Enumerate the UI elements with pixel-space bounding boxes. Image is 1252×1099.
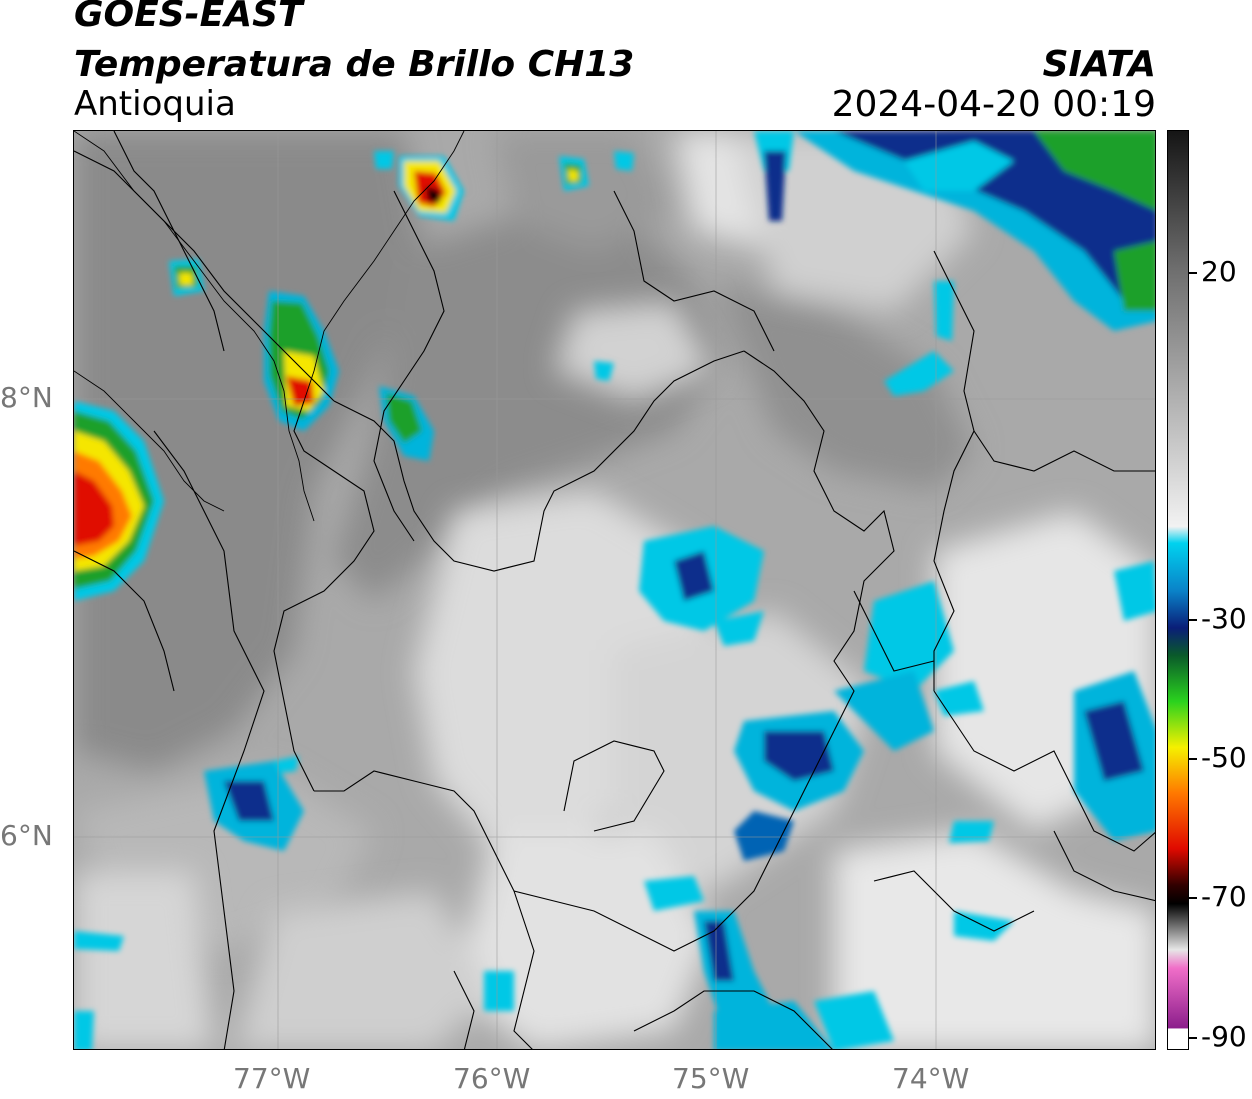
colorbar xyxy=(1167,130,1189,1050)
lon-label-76w: 76°W xyxy=(453,1062,531,1095)
colorbar-label-20: 20 xyxy=(1201,255,1237,288)
ne-convective-system xyxy=(794,131,1155,331)
lon-label-74w: 74°W xyxy=(892,1062,970,1095)
colorbar-label-minus70: -70 xyxy=(1201,880,1247,913)
cold-cloud-regions xyxy=(74,131,1155,1049)
lat-label-6n: 6°N xyxy=(0,819,53,852)
map-canvas xyxy=(74,131,1155,1049)
colorbar-tick xyxy=(1189,758,1197,760)
colorbar-tick xyxy=(1189,272,1197,274)
colorbar-gradient xyxy=(1168,131,1188,1049)
colorbar-tick xyxy=(1189,1037,1197,1039)
uraba-convective-cells xyxy=(169,156,589,461)
colorbar-tick xyxy=(1189,619,1197,621)
product-title: Temperatura de Brillo CH13 xyxy=(74,44,635,85)
colorbar-tick xyxy=(1189,897,1197,899)
organization-label: SIATA xyxy=(1042,44,1156,85)
timestamp-label: 2024-04-20 00:19 xyxy=(831,84,1156,125)
cold-cloud-tops xyxy=(74,131,1155,1049)
colorbar-label-minus90: -90 xyxy=(1201,1020,1247,1053)
lat-label-8n: 8°N xyxy=(0,381,53,414)
graticule xyxy=(74,131,1155,1049)
satellite-map xyxy=(73,130,1156,1050)
west-convective-cell xyxy=(74,401,164,601)
lon-label-75w: 75°W xyxy=(672,1062,750,1095)
region-label: Antioquia xyxy=(74,84,236,124)
lon-label-77w: 77°W xyxy=(233,1062,311,1095)
satellite-title: GOES-EAST xyxy=(74,0,303,35)
colorbar-label-minus50: -50 xyxy=(1201,741,1247,774)
colorbar-label-minus30: -30 xyxy=(1201,602,1247,635)
coastline xyxy=(74,131,465,522)
